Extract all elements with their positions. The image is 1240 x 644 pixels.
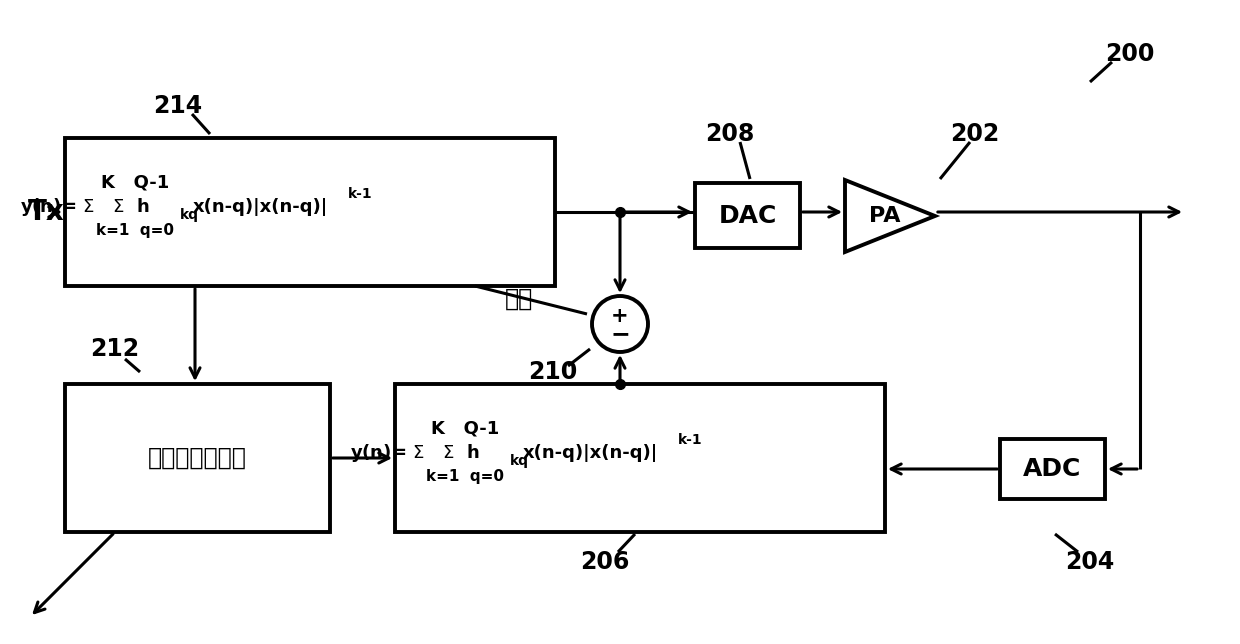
Text: −: − bbox=[610, 322, 630, 346]
Text: 自适应算法引擎: 自适应算法引擎 bbox=[148, 446, 247, 470]
Text: 误差: 误差 bbox=[505, 287, 533, 311]
Text: k-1: k-1 bbox=[678, 433, 703, 447]
Text: 200: 200 bbox=[1105, 42, 1154, 66]
Text: 208: 208 bbox=[706, 122, 755, 146]
Text: ADC: ADC bbox=[1023, 457, 1081, 481]
Text: 206: 206 bbox=[580, 550, 630, 574]
Text: y(n)= $\Sigma$   $\Sigma$  h: y(n)= $\Sigma$ $\Sigma$ h bbox=[20, 196, 150, 218]
Bar bbox=[694, 183, 800, 248]
Text: y(n)= $\Sigma$   $\Sigma$  h: y(n)= $\Sigma$ $\Sigma$ h bbox=[350, 442, 480, 464]
Text: Tx: Tx bbox=[29, 198, 64, 226]
Text: K   Q-1: K Q-1 bbox=[100, 173, 169, 191]
Bar bbox=[64, 384, 330, 532]
Text: x(n-q)|x(n-q)|: x(n-q)|x(n-q)| bbox=[523, 444, 658, 462]
Text: K   Q-1: K Q-1 bbox=[430, 419, 500, 437]
Bar bbox=[999, 439, 1105, 499]
Text: k-1: k-1 bbox=[348, 187, 373, 201]
Text: kq: kq bbox=[510, 454, 529, 468]
Bar bbox=[396, 384, 885, 532]
Circle shape bbox=[591, 296, 649, 352]
Text: 212: 212 bbox=[91, 337, 140, 361]
Text: kq: kq bbox=[180, 208, 198, 222]
Text: 204: 204 bbox=[1065, 550, 1115, 574]
Bar bbox=[64, 138, 556, 286]
Text: PA: PA bbox=[869, 206, 900, 226]
Text: DAC: DAC bbox=[718, 204, 776, 227]
Text: k=1  q=0: k=1 q=0 bbox=[95, 222, 174, 238]
Text: 214: 214 bbox=[154, 94, 202, 118]
Text: 210: 210 bbox=[528, 360, 578, 384]
Polygon shape bbox=[844, 180, 935, 252]
Text: k=1  q=0: k=1 q=0 bbox=[427, 468, 503, 484]
Text: 202: 202 bbox=[950, 122, 999, 146]
Text: x(n-q)|x(n-q)|: x(n-q)|x(n-q)| bbox=[193, 198, 329, 216]
Text: +: + bbox=[611, 306, 629, 326]
